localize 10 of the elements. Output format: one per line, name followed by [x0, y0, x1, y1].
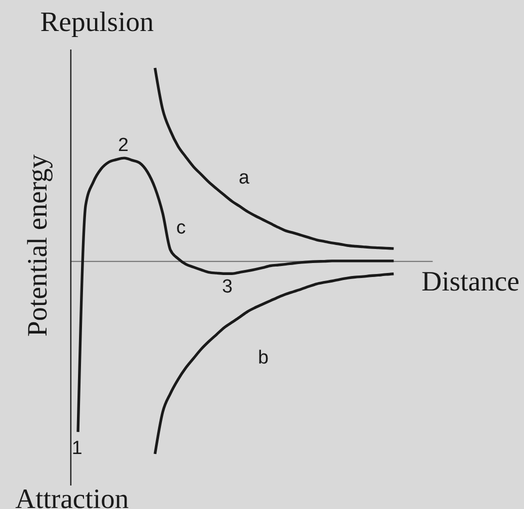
annotation: 1 — [72, 438, 82, 459]
y-axis-title: Potential energy — [22, 154, 54, 337]
series-label: a — [238, 168, 250, 189]
series-label: b — [258, 348, 269, 369]
x-axis-title: Distance — [422, 266, 520, 298]
text: Attraction — [15, 484, 129, 509]
annotation: 2 — [118, 135, 129, 156]
series-label: c — [176, 217, 186, 238]
annotation: 3 — [222, 276, 233, 298]
text: Repulsion — [40, 7, 154, 38]
